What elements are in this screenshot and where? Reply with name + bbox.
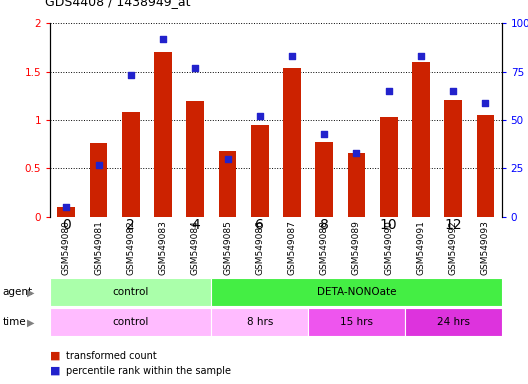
Point <box>62 204 71 210</box>
Point <box>417 53 425 59</box>
Text: GSM549086: GSM549086 <box>255 220 264 275</box>
Bar <box>186 101 204 217</box>
Text: control: control <box>112 317 149 328</box>
Text: GSM549082: GSM549082 <box>126 220 135 275</box>
Text: ▶: ▶ <box>27 287 35 298</box>
Bar <box>90 143 107 217</box>
Point <box>191 65 200 71</box>
Bar <box>380 117 398 217</box>
Point <box>352 150 361 156</box>
Point <box>256 113 264 119</box>
Point <box>127 72 135 78</box>
Text: ■: ■ <box>50 351 61 361</box>
Bar <box>412 62 430 217</box>
Point <box>159 35 167 41</box>
Bar <box>50 278 211 306</box>
Text: GSM549084: GSM549084 <box>191 220 200 275</box>
Text: ■: ■ <box>50 366 61 376</box>
Text: GSM549091: GSM549091 <box>417 220 426 275</box>
Text: ▶: ▶ <box>27 317 35 328</box>
Text: 8 hrs: 8 hrs <box>247 317 273 328</box>
Bar <box>154 52 172 217</box>
Text: GSM549087: GSM549087 <box>288 220 297 275</box>
Text: time: time <box>3 317 26 328</box>
Point <box>288 53 296 59</box>
Bar <box>122 112 139 217</box>
Bar <box>477 115 494 217</box>
Text: GDS4408 / 1438949_at: GDS4408 / 1438949_at <box>45 0 191 8</box>
Bar <box>347 153 365 217</box>
Text: GSM549081: GSM549081 <box>94 220 103 275</box>
Text: GSM549085: GSM549085 <box>223 220 232 275</box>
Text: agent: agent <box>3 287 33 298</box>
Bar <box>219 151 237 217</box>
Bar <box>445 99 462 217</box>
Text: GSM549083: GSM549083 <box>158 220 167 275</box>
Text: GSM549088: GSM549088 <box>320 220 329 275</box>
Text: GSM549090: GSM549090 <box>384 220 393 275</box>
Bar <box>50 308 211 336</box>
Text: 24 hrs: 24 hrs <box>437 317 470 328</box>
Text: percentile rank within the sample: percentile rank within the sample <box>66 366 231 376</box>
Point <box>481 99 489 106</box>
Bar <box>211 278 502 306</box>
Point <box>95 162 103 168</box>
Bar <box>251 125 269 217</box>
Bar <box>315 142 333 217</box>
Text: DETA-NONOate: DETA-NONOate <box>317 287 396 298</box>
Text: transformed count: transformed count <box>66 351 157 361</box>
Bar <box>283 68 301 217</box>
Text: GSM549089: GSM549089 <box>352 220 361 275</box>
Text: 15 hrs: 15 hrs <box>340 317 373 328</box>
Text: GSM549093: GSM549093 <box>481 220 490 275</box>
Text: GSM549092: GSM549092 <box>449 220 458 275</box>
Point <box>384 88 393 94</box>
Point <box>223 156 232 162</box>
Bar <box>211 308 308 336</box>
Point <box>449 88 457 94</box>
Bar <box>58 207 75 217</box>
Text: control: control <box>112 287 149 298</box>
Bar <box>308 308 405 336</box>
Bar <box>405 308 502 336</box>
Point <box>320 131 328 137</box>
Text: GSM549080: GSM549080 <box>62 220 71 275</box>
